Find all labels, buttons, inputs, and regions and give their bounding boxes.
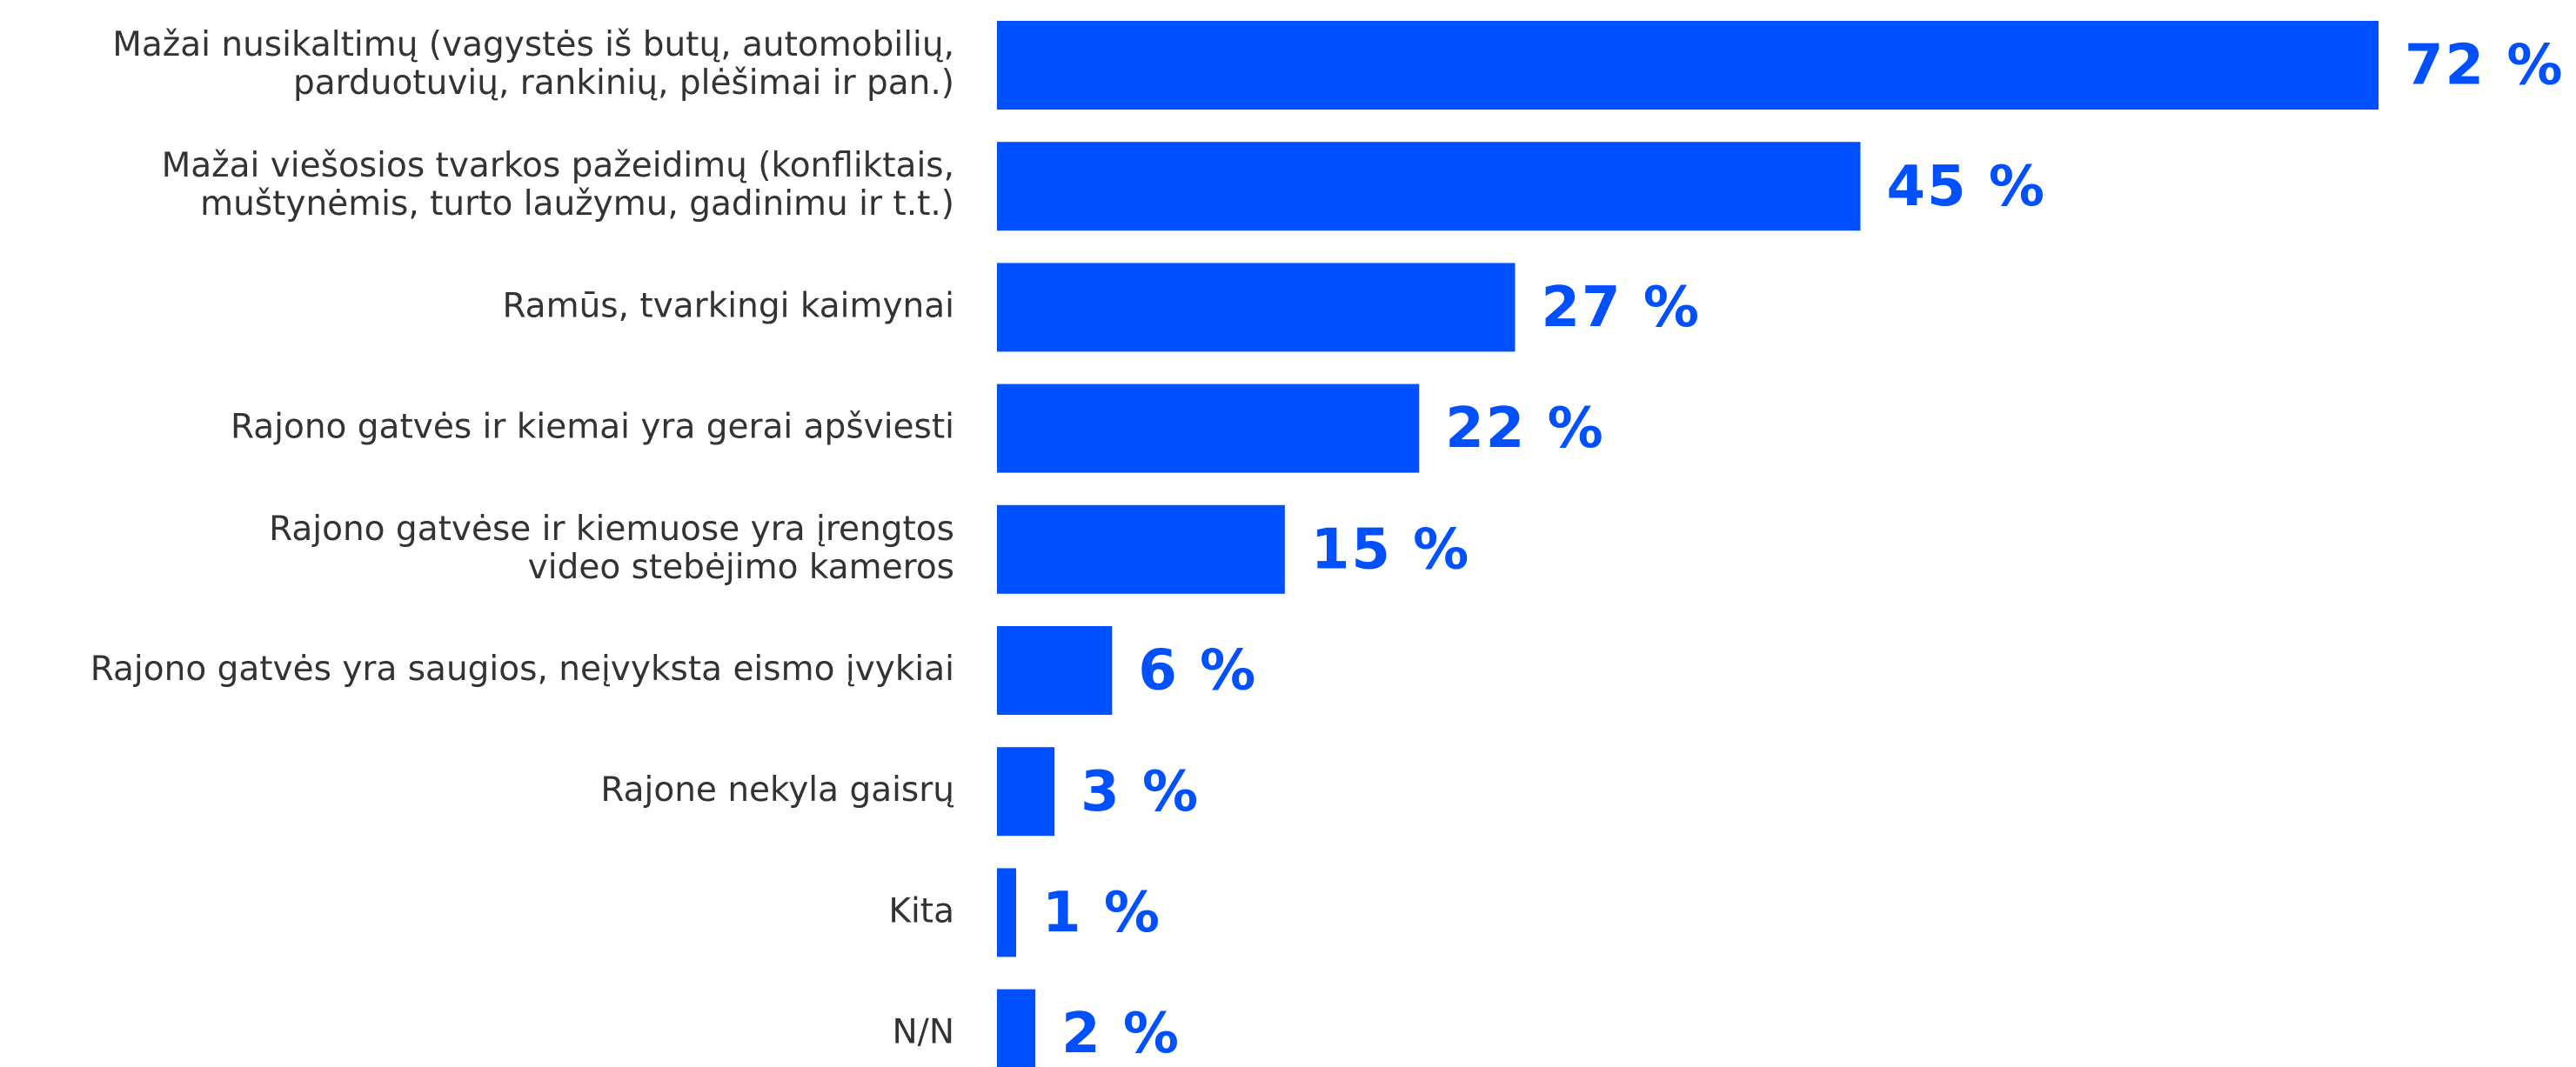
category-label: Mažai viešosios tvarkos pažeidimų (konfl… — [162, 146, 954, 223]
value-label: 15 % — [1311, 517, 1470, 582]
category-label: Rajone nekyla gaisrų — [600, 770, 954, 810]
category-label: Ramūs, tvarkingi kaimynai — [502, 286, 954, 325]
category-label: Kita — [888, 891, 954, 930]
value-label: 22 % — [1445, 397, 1604, 461]
category-label: Rajono gatvės ir kiemai yra gerai apšvie… — [231, 407, 954, 446]
bar — [997, 263, 1515, 352]
bar — [997, 747, 1055, 837]
bar — [997, 868, 1017, 957]
bar — [997, 383, 1420, 473]
bar — [997, 142, 1861, 231]
value-label: 1 % — [1042, 881, 1161, 945]
value-label: 27 % — [1542, 276, 1701, 340]
category-label: Rajono gatvėse ir kiemuose yra įrengtos v… — [269, 509, 954, 586]
value-label: 3 % — [1081, 760, 1200, 824]
bar — [997, 626, 1113, 715]
value-label: 72 % — [2405, 34, 2564, 98]
category-label: Mažai nusikaltimų (vagystės iš butų, aut… — [112, 25, 954, 103]
bar — [997, 504, 1285, 594]
value-label: 45 % — [1887, 155, 2046, 219]
category-label: Rajono gatvės yra saugios, neįvyksta eis… — [90, 650, 954, 689]
value-label: 6 % — [1138, 639, 1257, 704]
category-label: N/N — [893, 1012, 955, 1051]
value-label: 2 % — [1061, 1002, 1181, 1066]
bar — [997, 21, 2379, 110]
bar — [997, 989, 1036, 1067]
